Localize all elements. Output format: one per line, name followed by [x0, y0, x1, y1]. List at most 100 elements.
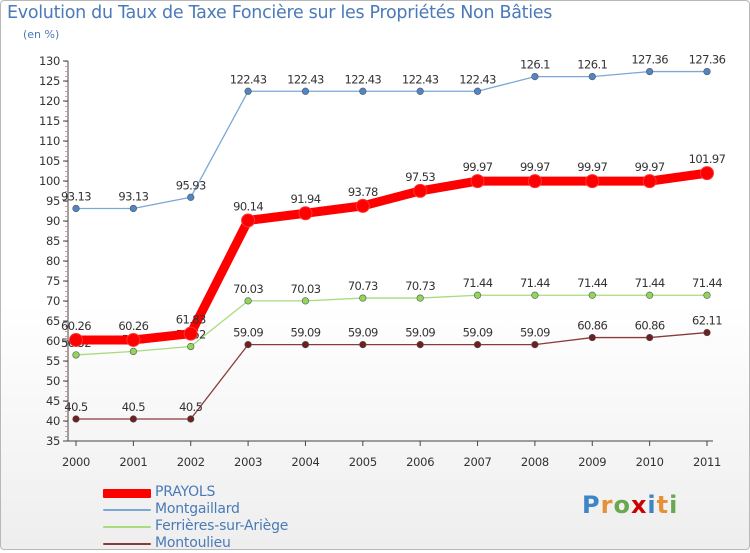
data-label: 122.43	[344, 72, 381, 86]
data-point	[642, 174, 657, 189]
data-point	[129, 347, 137, 356]
logo-letter: P	[582, 491, 601, 519]
data-point	[187, 342, 195, 351]
x-tick-label: 2010	[636, 455, 664, 469]
data-point	[244, 341, 252, 349]
data-point	[72, 204, 80, 213]
y-tick-label: 60	[46, 334, 60, 348]
data-label: 99.97	[577, 160, 607, 174]
data-label: 59.09	[520, 326, 550, 340]
data-point	[129, 415, 137, 423]
y-tick-label: 130	[39, 54, 60, 68]
data-point	[646, 67, 654, 76]
data-point	[69, 332, 83, 347]
data-point	[470, 174, 485, 189]
data-point	[355, 198, 370, 213]
y-tick-label: 55	[46, 354, 60, 368]
data-label: 70.03	[290, 282, 320, 296]
data-point	[359, 341, 367, 349]
data-label: 59.09	[348, 326, 378, 340]
legend-label: Montgaillard	[155, 501, 240, 517]
data-point	[416, 294, 424, 302]
y-tick-label: 45	[46, 394, 60, 408]
data-point	[413, 183, 428, 198]
x-tick-label: 2007	[464, 455, 492, 469]
legend-swatch	[103, 489, 151, 498]
x-tick-label: 2003	[234, 455, 262, 469]
data-point	[700, 166, 714, 181]
data-label: 93.13	[118, 189, 148, 203]
data-point	[416, 341, 424, 349]
data-point	[588, 291, 596, 299]
logo-letter: x	[630, 491, 648, 519]
legend-label: Montoulieu	[155, 535, 231, 551]
data-label: 71.44	[692, 276, 722, 290]
data-point	[187, 193, 195, 201]
y-tick-label: 115	[39, 114, 60, 128]
data-point	[359, 87, 367, 95]
x-tick-label: 2002	[177, 455, 205, 469]
data-label: 71.44	[577, 276, 607, 290]
data-label: 59.09	[405, 326, 435, 340]
data-label: 127.36	[631, 53, 668, 67]
data-label: 60.86	[635, 319, 665, 333]
data-label: 62.11	[692, 314, 722, 328]
data-point	[241, 213, 256, 228]
data-point	[244, 87, 252, 95]
legend-swatch	[103, 543, 151, 545]
data-label: 40.5	[122, 400, 145, 414]
data-point	[301, 341, 310, 349]
series-line-montgaillard	[75, 70, 708, 210]
series-line-montoulieu	[75, 331, 708, 420]
data-label: 101.97	[689, 152, 726, 166]
data-label: 71.44	[635, 276, 665, 290]
data-point	[646, 333, 654, 342]
data-label: 93.13	[61, 189, 91, 203]
data-label: 59.09	[290, 326, 320, 340]
series-line-ferri-res-sur-ari-ge	[75, 294, 708, 356]
x-tick-label: 2009	[578, 455, 606, 469]
series-line-prayols	[71, 168, 712, 345]
proxiti-logo: Proxiti	[582, 491, 678, 519]
data-point	[531, 72, 539, 81]
data-point	[301, 87, 310, 95]
data-point	[703, 291, 711, 299]
data-point	[72, 415, 80, 423]
data-label: 59.09	[463, 326, 493, 340]
data-point	[244, 297, 252, 305]
data-label: 61.83	[176, 313, 206, 327]
data-label: 70.73	[348, 279, 378, 293]
x-tick-label: 2004	[291, 455, 319, 469]
data-point	[527, 174, 542, 189]
data-label: 126.1	[577, 58, 607, 72]
data-label: 71.44	[463, 276, 493, 290]
x-tick-label: 2000	[62, 455, 90, 469]
data-label: 122.43	[402, 72, 439, 86]
x-tick-label: 2005	[349, 455, 377, 469]
data-label: 70.73	[405, 279, 435, 293]
data-point	[703, 67, 711, 76]
logo-letter: i	[669, 491, 679, 519]
y-tick-label: 85	[46, 234, 60, 248]
data-label: 90.14	[233, 199, 263, 213]
data-point	[646, 291, 654, 299]
y-tick-label: 100	[39, 174, 60, 188]
logo-letter: i	[647, 491, 657, 519]
data-point	[531, 341, 539, 349]
data-point	[585, 174, 600, 189]
y-tick-label: 95	[46, 194, 60, 208]
legend-label: PRAYOLS	[155, 484, 216, 500]
data-label: 99.97	[635, 160, 665, 174]
y-tick-label: 75	[46, 274, 60, 288]
data-point	[301, 297, 310, 305]
data-point	[473, 87, 482, 95]
y-tick-label: 110	[39, 134, 60, 148]
logo-letter: t	[656, 491, 670, 519]
data-label: 122.43	[230, 72, 267, 86]
y-tick-label: 125	[39, 74, 60, 88]
data-label: 40.5	[64, 400, 87, 414]
data-point	[588, 333, 596, 342]
y-tick-label: 65	[46, 314, 60, 328]
